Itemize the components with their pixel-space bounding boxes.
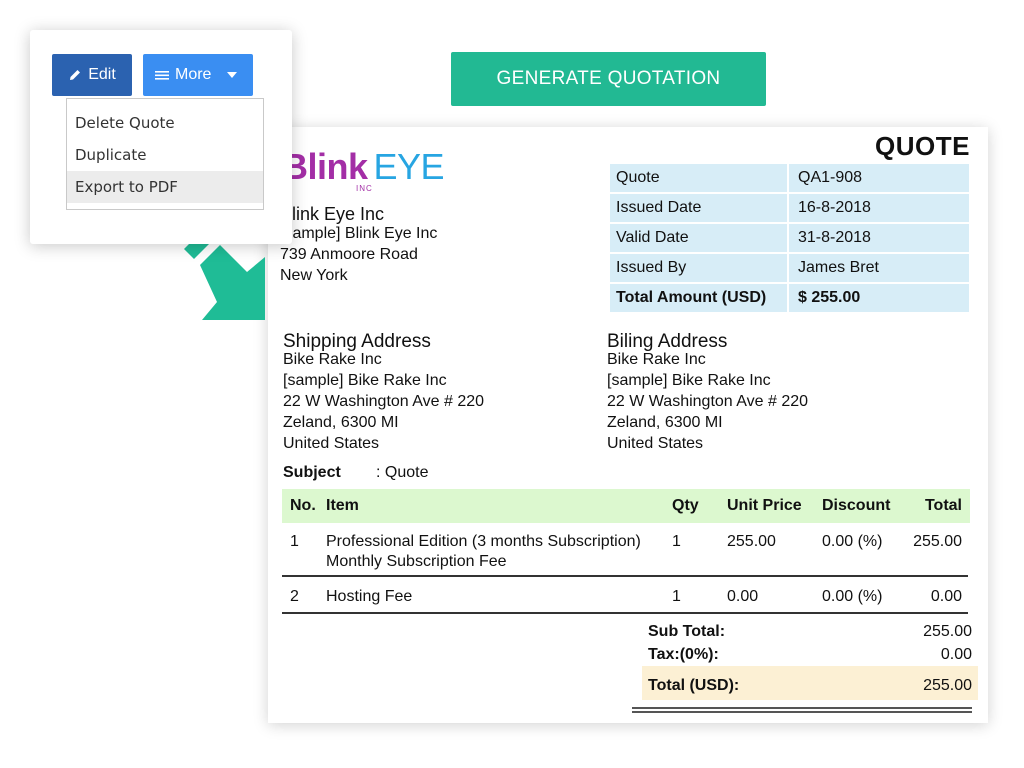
- row-item: Hosting Fee: [326, 588, 413, 605]
- shipping-address-line: Zeland, 6300 MI: [283, 414, 399, 431]
- table-row: 1 Professional Edition (3 months Subscri…: [282, 533, 970, 573]
- company-address-line: 739 Anmoore Road: [280, 246, 418, 263]
- meta-row-total: Total Amount (USD) $ 255.00: [610, 284, 969, 312]
- row-no: 2: [290, 588, 299, 605]
- actions-card: Edit More Delete Quote Duplicate Export …: [30, 30, 292, 244]
- more-button[interactable]: More: [143, 54, 253, 96]
- subtotal-value: 255.00: [923, 623, 972, 640]
- meta-row: Issued By James Bret: [610, 254, 969, 282]
- quote-document: QUOTE Blink EYE INC Blink Eye Inc [sample…: [268, 127, 988, 723]
- double-rule-top: [632, 707, 972, 709]
- row-divider: [282, 575, 968, 577]
- list-icon: [155, 71, 169, 80]
- items-table-header: No. Item Qty Unit Price Discount Total: [282, 489, 970, 523]
- meta-row: Quote QA1-908: [610, 164, 969, 192]
- company-address-line: [sample] Blink Eye Inc: [280, 225, 438, 242]
- column-header-discount: Discount: [822, 497, 891, 514]
- total-value: 255.00: [923, 677, 972, 694]
- billing-address-line: 22 W Washington Ave # 220: [607, 393, 809, 410]
- menu-item-duplicate[interactable]: Duplicate: [75, 146, 147, 164]
- total-row: [642, 666, 978, 700]
- billing-address-line: United States: [607, 435, 704, 452]
- column-header-item: Item: [326, 497, 359, 514]
- billing-address-line: [sample] Bike Rake Inc: [607, 372, 771, 389]
- meta-value: QA1-908: [789, 164, 969, 192]
- shipping-address-line: United States: [283, 435, 380, 452]
- shipping-address-title: Shipping Address: [283, 331, 431, 352]
- billing-address-line: Zeland, 6300 MI: [607, 414, 723, 431]
- meta-key: Issued Date: [610, 194, 787, 222]
- company-name: Blink Eye Inc: [280, 204, 385, 224]
- row-discount: 0.00 (%): [822, 588, 883, 605]
- menu-item-delete-quote[interactable]: Delete Quote: [75, 114, 175, 132]
- company-address-line: New York: [280, 267, 348, 284]
- meta-row: Valid Date 31-8-2018: [610, 224, 969, 252]
- row-total: 255.00: [913, 533, 962, 550]
- row-divider: [282, 612, 968, 614]
- shipping-address-line: Bike Rake Inc: [283, 351, 382, 368]
- total-label: Total (USD):: [648, 677, 740, 694]
- row-qty: 1: [672, 533, 681, 550]
- caret-down-icon: [227, 72, 238, 78]
- meta-value: $ 255.00: [789, 284, 969, 312]
- subject-value: : Quote: [376, 464, 429, 481]
- column-header-unit-price: Unit Price: [727, 497, 802, 514]
- more-dropdown-menu: Delete Quote Duplicate Export to PDF: [66, 98, 264, 210]
- column-header-no: No.: [290, 497, 316, 514]
- edit-button[interactable]: Edit: [52, 54, 132, 96]
- row-item-detail: Monthly Subscription Fee: [326, 553, 507, 570]
- double-rule-bottom: [632, 711, 972, 713]
- table-row: 2 Hosting Fee 1 0.00 0.00 (%) 0.00: [282, 588, 970, 610]
- quote-meta-table: Quote QA1-908 Issued Date 16-8-2018 Valid …: [608, 162, 971, 314]
- meta-value: James Bret: [789, 254, 969, 282]
- generate-quotation-button[interactable]: GENERATE QUOTATION: [451, 52, 766, 106]
- subject-label: Subject: [283, 464, 341, 481]
- billing-address-title: Biling Address: [607, 331, 728, 352]
- pencil-icon: [70, 70, 81, 80]
- meta-key: Issued By: [610, 254, 787, 282]
- meta-value: 31-8-2018: [789, 224, 969, 252]
- column-header-total: Total: [924, 497, 962, 514]
- shipping-address-line: [sample] Bike Rake Inc: [283, 372, 447, 389]
- subtotal-label: Sub Total:: [648, 623, 726, 640]
- tax-value: 0.00: [940, 646, 972, 663]
- meta-key: Total Amount (USD): [610, 284, 787, 312]
- billing-address-line: Bike Rake Inc: [607, 351, 706, 368]
- menu-item-export-pdf[interactable]: Export to PDF: [67, 171, 263, 203]
- row-item: Professional Edition (3 months Subscript…: [326, 533, 641, 550]
- tax-label: Tax:(0%):: [648, 646, 719, 663]
- company-logo-inc: INC: [356, 184, 373, 193]
- row-no: 1: [290, 533, 299, 550]
- quote-title: QUOTE: [875, 131, 970, 161]
- edit-button-label: Edit: [88, 66, 116, 83]
- meta-value: 16-8-2018: [789, 194, 969, 222]
- column-header-qty: Qty: [672, 497, 699, 514]
- row-qty: 1: [672, 588, 681, 605]
- more-button-label: More: [175, 66, 212, 83]
- company-logo: Blink EYE: [282, 146, 445, 187]
- row-unit-price: 255.00: [727, 533, 776, 550]
- meta-row: Issued Date 16-8-2018: [610, 194, 969, 222]
- row-unit-price: 0.00: [727, 588, 759, 605]
- shipping-address-line: 22 W Washington Ave # 220: [283, 393, 485, 410]
- row-total: 0.00: [930, 588, 962, 605]
- row-discount: 0.00 (%): [822, 533, 883, 550]
- meta-key: Valid Date: [610, 224, 787, 252]
- meta-key: Quote: [610, 164, 787, 192]
